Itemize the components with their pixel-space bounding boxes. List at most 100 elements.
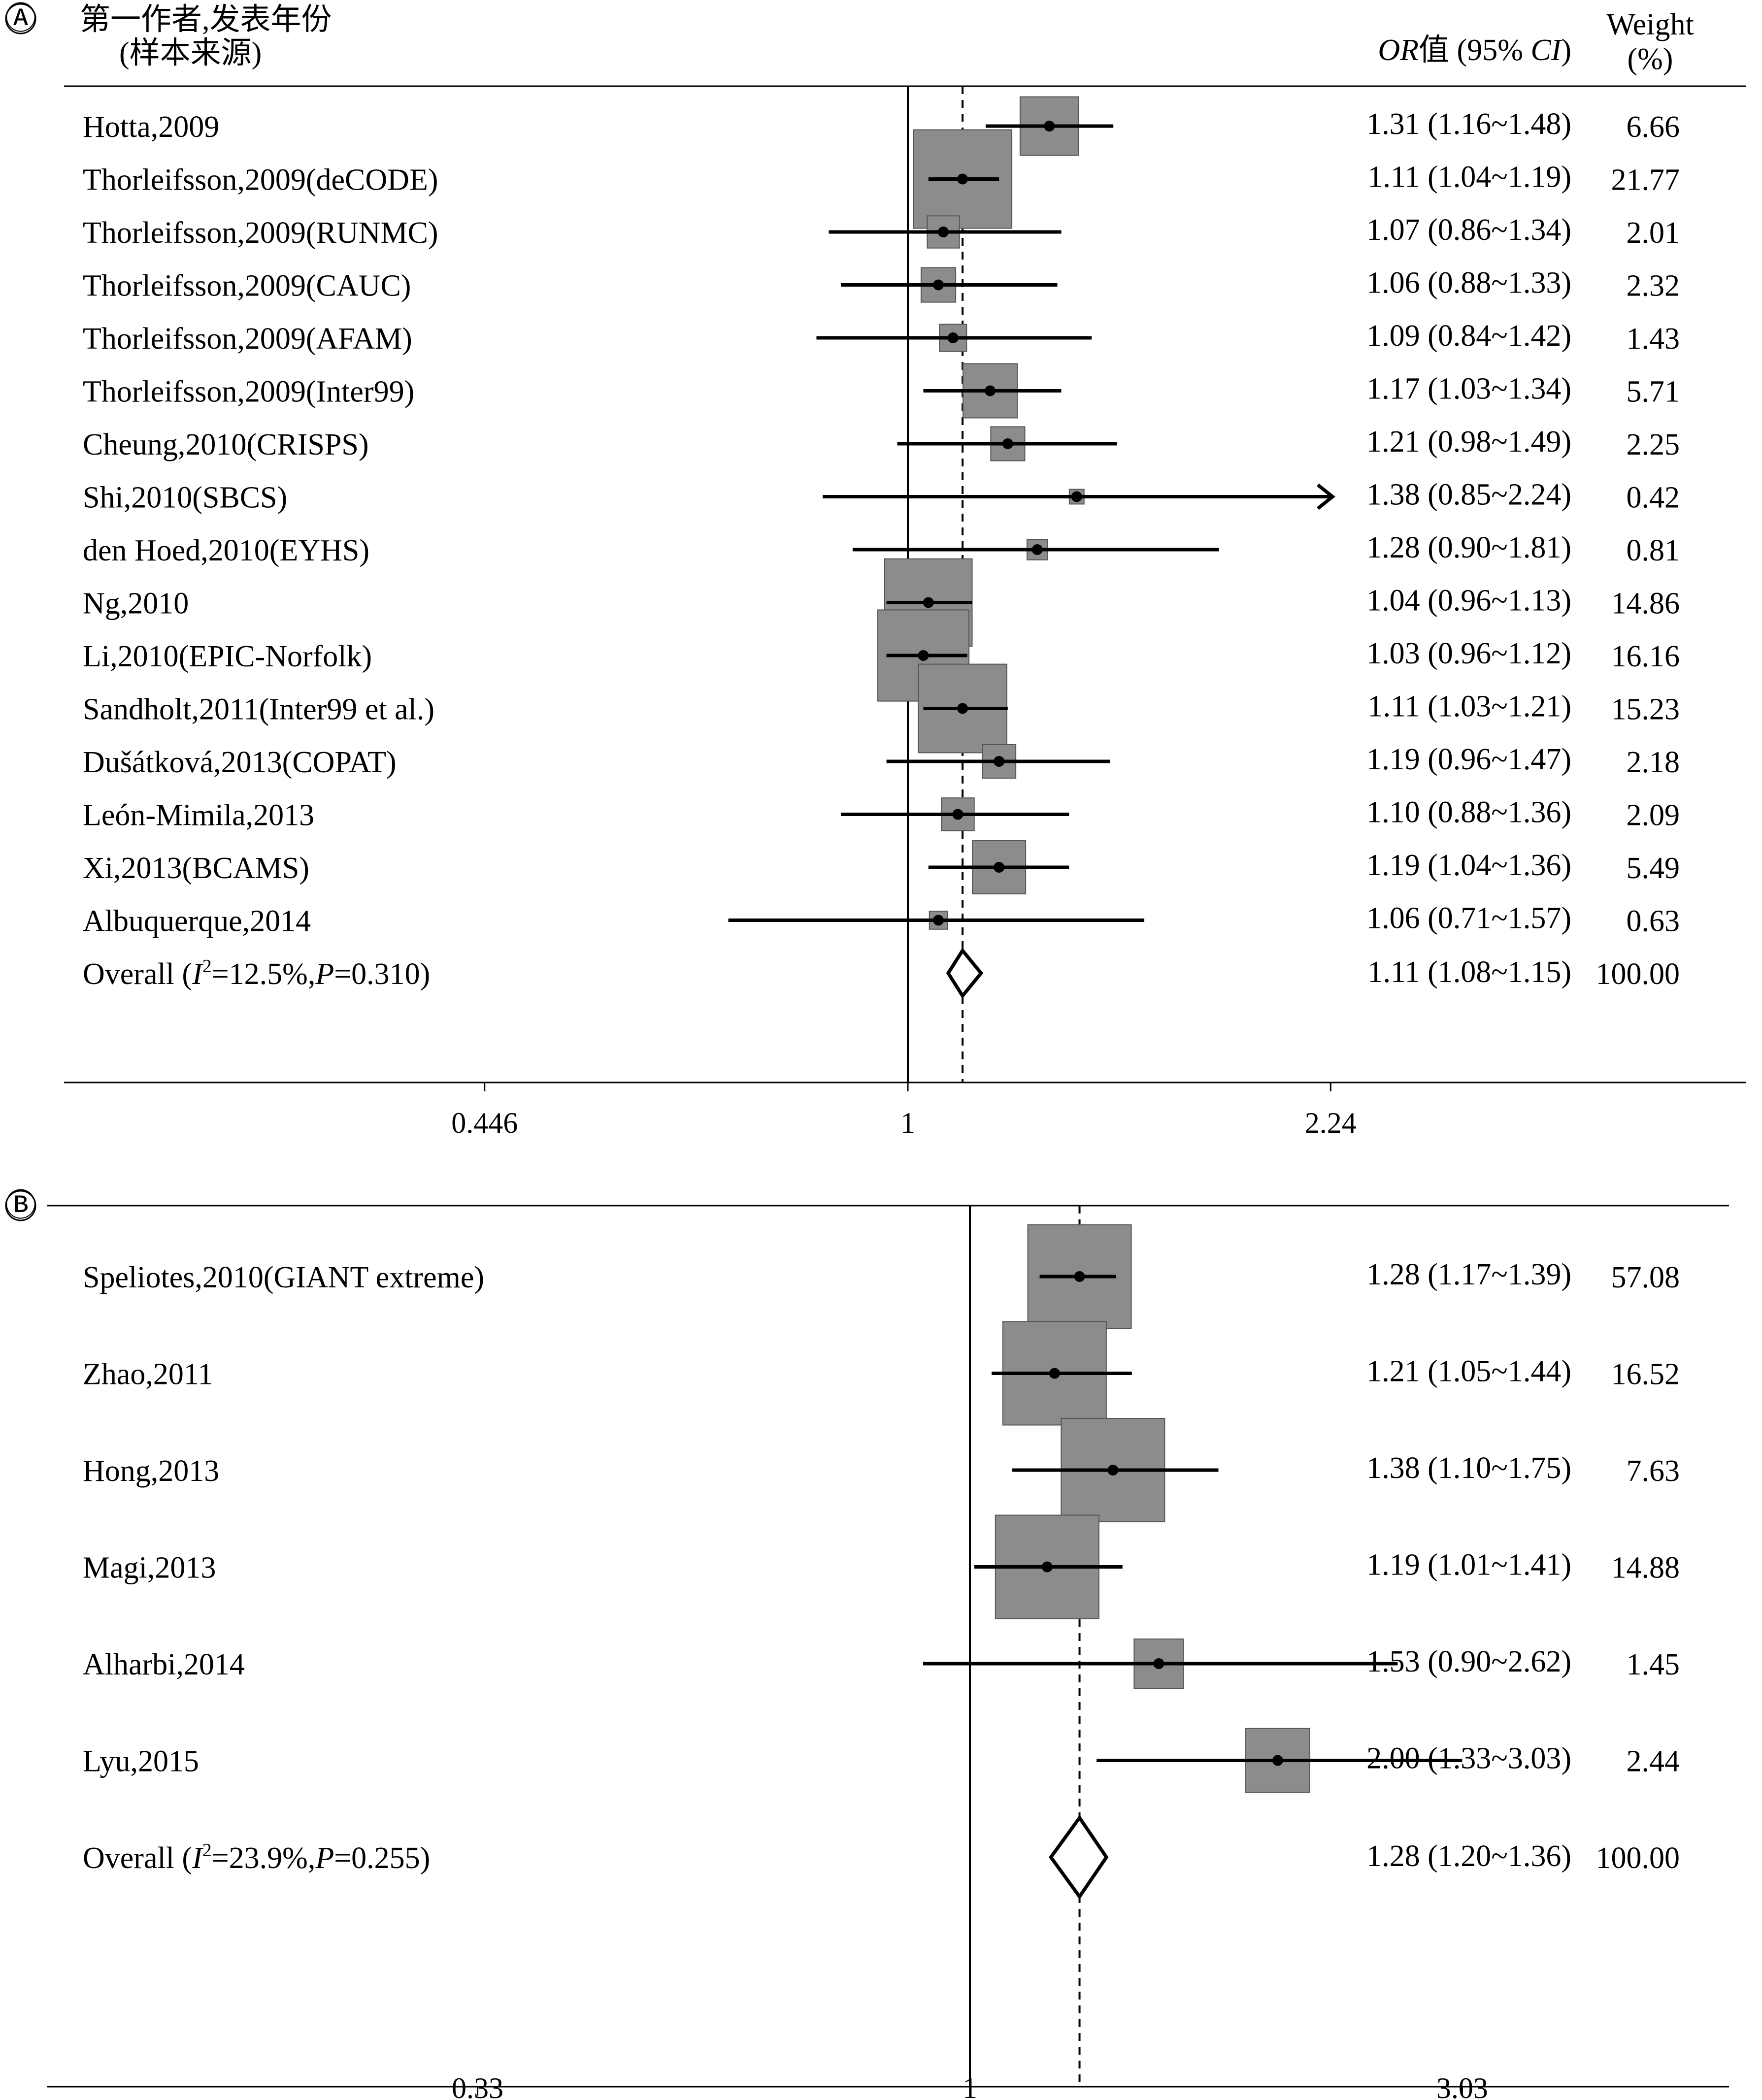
study-point-estimate xyxy=(994,862,1005,873)
study-point-estimate xyxy=(933,279,944,291)
study-point-estimate xyxy=(1272,1755,1283,1766)
study-weight: 1.45 xyxy=(1627,1648,1680,1681)
overall-label-post: =0.255) xyxy=(334,1841,430,1875)
study-or-ci: 1.19 (1.04~1.36) xyxy=(1366,849,1571,882)
study-point-estimate xyxy=(1074,1271,1085,1282)
study-or-ci: 1.38 (1.10~1.75) xyxy=(1366,1451,1571,1485)
study-or-ci: 1.09 (0.84~1.42) xyxy=(1366,319,1571,353)
study-weight: 2.44 xyxy=(1627,1745,1680,1778)
study-label: Cheung,2010(CRISPS) xyxy=(83,428,368,461)
study-label: Hong,2013 xyxy=(83,1454,219,1488)
study-point-estimate xyxy=(1049,1368,1060,1379)
header-or-italic: OR xyxy=(1378,33,1419,67)
study-point-estimate xyxy=(1002,438,1013,449)
study-weight: 2.09 xyxy=(1627,799,1680,832)
study-point-estimate xyxy=(1041,1561,1053,1573)
study-weight: 14.86 xyxy=(1611,587,1680,621)
study-weight: 2.18 xyxy=(1627,746,1680,779)
overall-label: Overall (I2=23.9%,P=0.255) xyxy=(83,1840,430,1875)
study-row: Thorleifsson,2009(RUNMC) 1.07 (0.86~1.34)… xyxy=(83,213,1680,250)
header-or-text: 值 (95% xyxy=(1419,33,1530,67)
study-or-ci: 1.19 (1.01~1.41) xyxy=(1366,1548,1571,1582)
overall-weight: 100.00 xyxy=(1596,957,1680,991)
x-tick-label: 2.24 xyxy=(1305,1107,1357,1139)
x-tick-label: 0.446 xyxy=(451,1107,518,1139)
overall-label-i: I xyxy=(192,957,204,991)
study-row: Speliotes,2010(GIANT extreme) 1.28 (1.17~… xyxy=(83,1224,1680,1329)
study-weight: 15.23 xyxy=(1611,693,1680,726)
panel-label-circle xyxy=(5,3,36,34)
x-tick-label: 1 xyxy=(900,1107,915,1139)
overall-label-i: I xyxy=(192,1841,204,1875)
header-study-line1: 第一作者,发表年份 xyxy=(80,3,332,36)
study-point-estimate xyxy=(1153,1658,1164,1669)
study-label: den Hoed,2010(EYHS) xyxy=(83,534,369,567)
study-label: Ng,2010 xyxy=(83,587,189,621)
study-point-estimate xyxy=(938,227,949,237)
overall-row: Overall (I2=12.5%,P=0.310) 1.11 (1.08~1.1… xyxy=(83,948,1680,999)
study-label: Albuquerque,2014 xyxy=(83,905,311,938)
study-label: Shi,2010(SBCS) xyxy=(83,481,287,515)
study-row: Shi,2010(SBCS) 1.38 (0.85~2.24) 0.42 xyxy=(83,478,1680,515)
study-weight: 2.32 xyxy=(1627,269,1680,303)
panel-label-circle xyxy=(5,1190,36,1221)
overall-label-sup: 2 xyxy=(202,956,212,977)
study-or-ci: 1.21 (0.98~1.49) xyxy=(1366,425,1571,459)
study-row: Xi,2013(BCAMS) 1.19 (1.04~1.36) 5.49 xyxy=(83,840,1680,894)
study-or-ci: 1.11 (1.04~1.19) xyxy=(1367,161,1571,194)
study-row: Thorleifsson,2009(Inter99) 1.17 (1.03~1.3… xyxy=(83,363,1680,419)
study-or-ci: 1.06 (0.71~1.57) xyxy=(1366,902,1571,935)
study-label: Thorleifsson,2009(AFAM) xyxy=(83,322,412,356)
study-or-ci: 2.00 (1.33~3.03) xyxy=(1366,1742,1571,1775)
header-study-line2: (样本来源) xyxy=(119,36,262,70)
overall-label-mid: =12.5%, xyxy=(212,957,316,991)
study-row: den Hoed,2010(EYHS) 1.28 (0.90~1.81) 0.81 xyxy=(83,531,1680,567)
study-label: Thorleifsson,2009(Inter99) xyxy=(83,375,414,409)
study-or-ci: 1.03 (0.96~1.12) xyxy=(1366,637,1571,670)
study-or-ci: 1.21 (1.05~1.44) xyxy=(1366,1355,1571,1388)
study-label: Dušátková,2013(COPAT) xyxy=(83,746,397,779)
study-label: Alharbi,2014 xyxy=(83,1648,245,1681)
study-row: Dušátková,2013(COPAT) 1.19 (0.96~1.47) 2.1… xyxy=(83,743,1680,779)
study-or-ci: 1.28 (0.90~1.81) xyxy=(1366,531,1571,564)
study-label: Hotta,2009 xyxy=(83,110,219,144)
study-row: Hotta,2009 1.31 (1.16~1.48) 6.66 xyxy=(83,96,1680,156)
study-or-ci: 1.07 (0.86~1.34) xyxy=(1366,213,1571,247)
study-point-estimate xyxy=(952,809,964,820)
overall-label-mid: =23.9%, xyxy=(212,1841,316,1875)
study-row: Sandholt,2011(Inter99 et al.) 1.11 (1.03~… xyxy=(83,663,1680,754)
study-weight: 16.16 xyxy=(1611,640,1680,673)
x-tick-label: 0.33 xyxy=(452,2072,503,2100)
study-label: Li,2010(EPIC-Norfolk) xyxy=(83,640,372,673)
study-weight: 0.81 xyxy=(1627,534,1680,567)
study-label: Magi,2013 xyxy=(83,1551,216,1585)
study-label: León-Mimila,2013 xyxy=(83,799,314,832)
study-weight: 0.42 xyxy=(1627,481,1680,515)
study-row: León-Mimila,2013 1.10 (0.88~1.36) 2.09 xyxy=(83,796,1680,832)
overall-diamond xyxy=(1049,1814,1109,1900)
x-tick-label: 1 xyxy=(963,2072,977,2100)
overall-diamond xyxy=(946,948,984,999)
study-row: Zhao,2011 1.21 (1.05~1.44) 16.52 xyxy=(83,1321,1680,1426)
overall-or-ci: 1.28 (1.20~1.36) xyxy=(1366,1839,1571,1873)
study-row: Alharbi,2014 1.53 (0.90~2.62) 1.45 xyxy=(83,1638,1680,1689)
study-label: Zhao,2011 xyxy=(83,1358,213,1391)
panel-label: Ⓑ xyxy=(5,1188,36,1223)
study-weight: 1.43 xyxy=(1627,322,1680,356)
study-label: Thorleifsson,2009(deCODE) xyxy=(83,164,438,197)
overall-label-p: P xyxy=(315,957,334,991)
study-weight: 14.88 xyxy=(1611,1551,1680,1585)
study-point-estimate xyxy=(918,650,929,661)
study-or-ci: 1.31 (1.16~1.48) xyxy=(1366,107,1571,141)
header-or-ci: OR值 (95% CI) xyxy=(1378,33,1571,67)
study-or-ci: 1.06 (0.88~1.33) xyxy=(1366,266,1571,300)
study-row: Thorleifsson,2009(AFAM) 1.09 (0.84~1.42) 1… xyxy=(83,319,1680,356)
overall-or-ci: 1.11 (1.08~1.15) xyxy=(1367,955,1571,989)
study-weight: 57.08 xyxy=(1611,1261,1680,1294)
overall-row: Overall (I2=23.9%,P=0.255) 1.28 (1.20~1.3… xyxy=(83,1814,1680,1900)
forest-panel-a: Ⓐ 第一作者,发表年份(样本来源) OR值 (95% CI) Weight(%) 0.4… xyxy=(5,1,1746,1139)
study-point-estimate xyxy=(994,756,1005,767)
study-point-estimate xyxy=(1044,121,1055,131)
overall-label-pre: Overall ( xyxy=(83,957,192,991)
overall-label-sup: 2 xyxy=(202,1840,212,1861)
